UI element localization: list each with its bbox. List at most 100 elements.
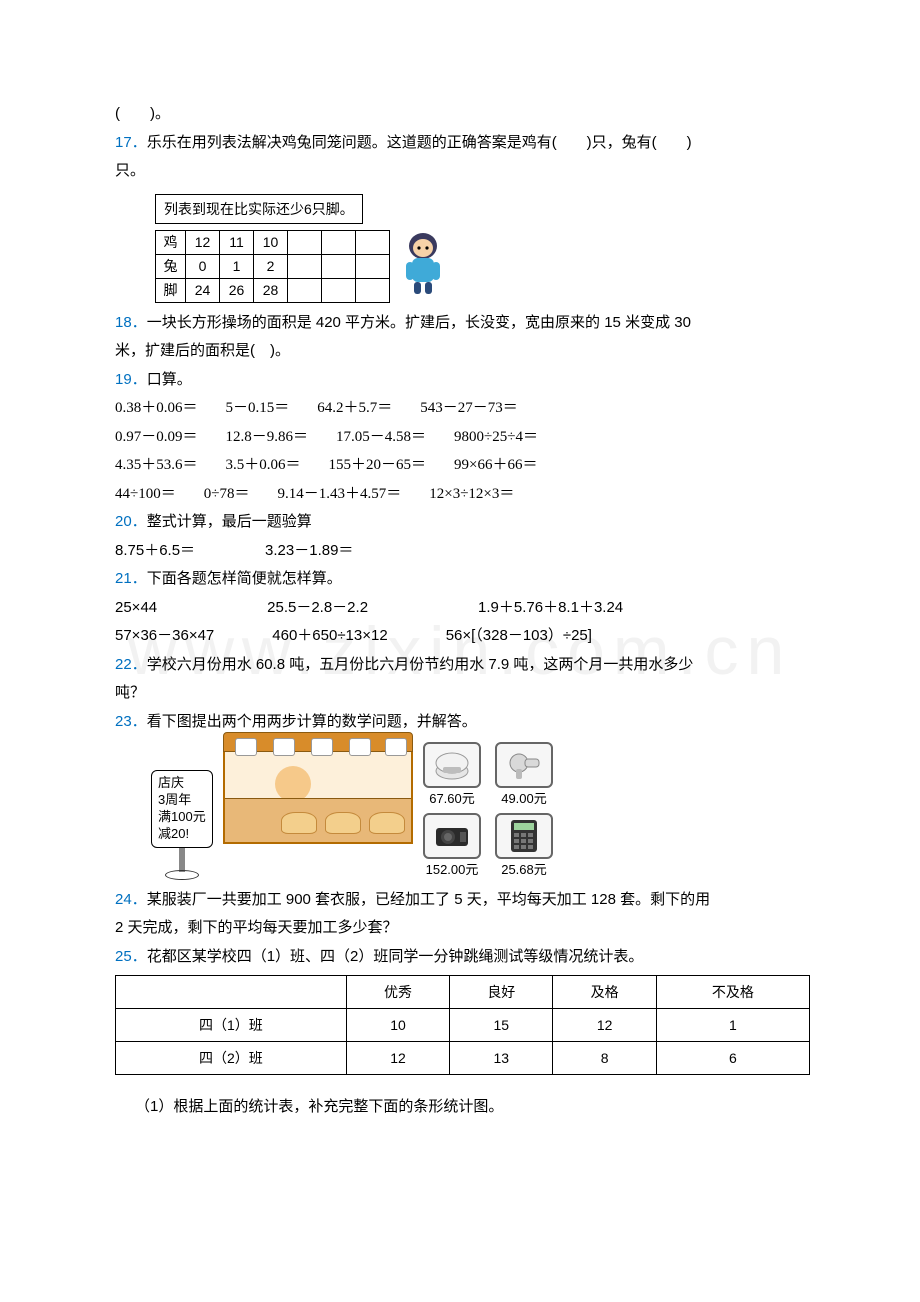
price-label: 49.00元 xyxy=(501,788,547,807)
expr: 25×44 xyxy=(115,594,157,623)
item-induction: 152.00元 xyxy=(423,813,481,878)
td: 13 xyxy=(450,1042,553,1075)
sign-line: 减20! xyxy=(158,826,206,843)
shop-illustration: 店庆 3周年 满100元 减20! 67. xyxy=(151,742,810,880)
math-row: 4.35＋53.6＝ 3.5＋0.06＝ 155＋20－65＝ 99×66＋66… xyxy=(115,451,810,480)
table-header-row: 优秀 良好 及格 不及格 xyxy=(116,976,810,1009)
expr: 99×66＋66＝ xyxy=(454,451,537,480)
q25-text: 花都区某学校四（1）班、四（2）班同学一分钟跳绳测试等级情况统计表。 xyxy=(147,948,644,965)
q24-line2: 2 天完成，剩下的平均每天要加工多少套？ xyxy=(115,914,810,943)
q25-line: 25．花都区某学校四（1）班、四（2）班同学一分钟跳绳测试等级情况统计表。 xyxy=(115,943,810,972)
expr: 543－27－73＝ xyxy=(420,394,518,423)
cell xyxy=(322,230,356,254)
expr: 4.35＋53.6＝ xyxy=(115,451,198,480)
q25-num: 25． xyxy=(115,948,147,965)
cell: 11 xyxy=(220,230,254,254)
q17-text-a: 乐乐在用列表法解决鸡兔同笼问题。这道题的正确答案是鸡有( )只，兔有( ) xyxy=(147,134,692,151)
td: 1 xyxy=(656,1009,809,1042)
td: 12 xyxy=(346,1042,449,1075)
cell: 24 xyxy=(186,278,220,302)
q21-line: 21．下面各题怎样简便就怎样算。 xyxy=(115,565,810,594)
td: 12 xyxy=(553,1009,656,1042)
td: 四（2）班 xyxy=(116,1042,347,1075)
cell: 兔 xyxy=(156,254,186,278)
expr: 9.14－1.43＋4.57＝ xyxy=(277,480,401,509)
q18-line2: 米，扩建后的面积是( )。 xyxy=(115,337,810,366)
expr: 3.23－1.89＝ xyxy=(265,537,353,566)
expr: 44÷100＝ xyxy=(115,480,176,509)
item-ricecooker: 67.60元 xyxy=(423,742,481,807)
q21-text: 下面各题怎样简便就怎样算。 xyxy=(147,570,342,587)
q20-num: 20． xyxy=(115,513,147,530)
item-calculator: 25.68元 xyxy=(495,813,553,878)
sign-line: 满100元 xyxy=(158,809,206,826)
q21-row1: 25×44 25.5－2.8－2.2 1.9＋5.76＋8.1＋3.24 xyxy=(115,594,810,623)
q17-line2: 只。 xyxy=(115,157,810,186)
q18-text-a: 一块长方形操场的面积是 420 平方米。扩建后，长没变，宽由原来的 15 米变成… xyxy=(147,314,691,331)
price-label: 152.00元 xyxy=(426,859,479,878)
expr: 25.5－2.8－2.2 xyxy=(267,594,368,623)
table-row: 鸡 12 11 10 xyxy=(156,230,390,254)
cell xyxy=(322,254,356,278)
math-row: 0.38＋0.06＝ 5－0.15＝ 64.2＋5.7＝ 543－27－73＝ xyxy=(115,394,810,423)
cell: 1 xyxy=(220,254,254,278)
expr: 0÷78＝ xyxy=(204,480,250,509)
expr: 0.97－0.09＝ xyxy=(115,423,198,452)
cell: 鸡 xyxy=(156,230,186,254)
q25-sub: （1）根据上面的统计表，补充完整下面的条形统计图。 xyxy=(135,1093,810,1122)
td: 四（1）班 xyxy=(116,1009,347,1042)
th: 不及格 xyxy=(656,976,809,1009)
price-label: 67.60元 xyxy=(429,788,475,807)
td: 10 xyxy=(346,1009,449,1042)
cell xyxy=(356,278,390,302)
expr: 64.2＋5.7＝ xyxy=(317,394,392,423)
cell xyxy=(356,230,390,254)
q20-expr-row: 8.75＋6.5＝ 3.23－1.89＝ xyxy=(115,537,810,566)
th: 优秀 xyxy=(346,976,449,1009)
q17-line1: 17．乐乐在用列表法解决鸡兔同笼问题。这道题的正确答案是鸡有( )只，兔有( ) xyxy=(115,129,810,158)
q17-table-row: 鸡 12 11 10 兔 0 1 2 脚 24 26 28 xyxy=(155,226,810,309)
table-row: 脚 24 26 28 xyxy=(156,278,390,302)
expr: 9800÷25÷4＝ xyxy=(454,423,538,452)
shop-stand xyxy=(223,742,413,844)
q19-text: 口算。 xyxy=(147,371,192,388)
expr: 460＋650÷13×12 xyxy=(272,622,387,651)
q22-text-a: 学校六月份用水 60.8 吨，五月份比六月份节约用水 7.9 吨，这两个月一共用… xyxy=(147,656,694,673)
q25-table: 优秀 良好 及格 不及格 四（1）班 10 15 12 1 四（2）班 12 1… xyxy=(115,975,810,1075)
cell: 12 xyxy=(186,230,220,254)
td: 6 xyxy=(656,1042,809,1075)
q23-line: 23．看下图提出两个用两步计算的数学问题，并解答。 xyxy=(115,708,810,737)
q20-text: 整式计算，最后一题验算 xyxy=(147,513,312,530)
cell xyxy=(356,254,390,278)
expr: 0.38＋0.06＝ xyxy=(115,394,198,423)
expr: 1.9＋5.76＋8.1＋3.24 xyxy=(478,594,623,623)
table-row: 兔 0 1 2 xyxy=(156,254,390,278)
td: 8 xyxy=(553,1042,656,1075)
q22-num: 22． xyxy=(115,656,147,673)
q17-num: 17． xyxy=(115,134,147,151)
blank-line: ( )。 xyxy=(115,100,810,129)
q22-line2: 吨？ xyxy=(115,679,810,708)
table-row: 四（1）班 10 15 12 1 xyxy=(116,1009,810,1042)
item-hairdryer: 49.00元 xyxy=(495,742,553,807)
sign-line: 店庆 xyxy=(158,775,206,792)
sale-sign: 店庆 3周年 满100元 减20! xyxy=(151,742,213,880)
q19-num: 19． xyxy=(115,371,147,388)
q18-line1: 18．一块长方形操场的面积是 420 平方米。扩建后，长没变，宽由原来的 15 … xyxy=(115,309,810,338)
table-row: 四（2）班 12 13 8 6 xyxy=(116,1042,810,1075)
cell: 脚 xyxy=(156,278,186,302)
math-row: 44÷100＝ 0÷78＝ 9.14－1.43＋4.57＝ 12×3÷12×3＝ xyxy=(115,480,810,509)
cell: 10 xyxy=(254,230,288,254)
price-label: 25.68元 xyxy=(501,859,547,878)
q23-num: 23． xyxy=(115,713,147,730)
cell xyxy=(288,278,322,302)
q21-num: 21． xyxy=(115,570,147,587)
th: 良好 xyxy=(450,976,553,1009)
expr: 12×3÷12×3＝ xyxy=(429,480,514,509)
expr: 57×36－36×47 xyxy=(115,622,214,651)
page-content: ( )。 17．乐乐在用列表法解决鸡兔同笼问题。这道题的正确答案是鸡有( )只，… xyxy=(115,100,810,1122)
expr: 8.75＋6.5＝ xyxy=(115,537,195,566)
hairdryer-icon xyxy=(505,749,543,781)
q24-num: 24． xyxy=(115,891,147,908)
q24-line1: 24．某服装厂一共要加工 900 套衣服，已经加工了 5 天，平均每天加工 12… xyxy=(115,886,810,915)
